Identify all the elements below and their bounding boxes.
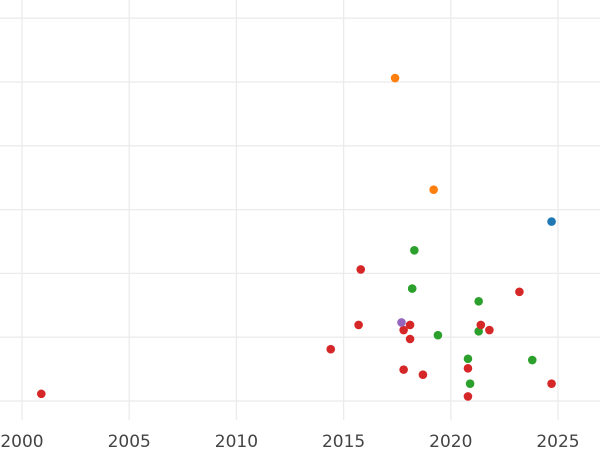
data-point bbox=[485, 325, 494, 335]
x-tick-label: 2015 bbox=[322, 432, 365, 450]
x-tick-label: 2005 bbox=[108, 432, 151, 450]
x-tick-label: 2000 bbox=[0, 432, 43, 450]
data-point bbox=[463, 364, 473, 373]
data-point bbox=[354, 320, 363, 330]
data-point bbox=[547, 379, 556, 388]
data-point bbox=[476, 320, 486, 330]
data-point bbox=[399, 325, 408, 335]
data-point bbox=[356, 265, 366, 274]
data-point bbox=[407, 284, 417, 293]
data-point bbox=[465, 379, 475, 388]
data-point bbox=[474, 297, 483, 306]
data-point bbox=[36, 389, 46, 399]
x-axis-ticks: 2000 2005 2010 2015 2020 2025 bbox=[0, 432, 579, 450]
data-point bbox=[547, 217, 556, 226]
data-point bbox=[390, 73, 400, 83]
data-points bbox=[36, 73, 556, 401]
x-tick-label: 2010 bbox=[215, 432, 258, 450]
data-point bbox=[515, 287, 524, 297]
data-point bbox=[397, 318, 406, 327]
data-point bbox=[429, 185, 438, 194]
data-point bbox=[399, 365, 408, 374]
data-point bbox=[405, 334, 415, 344]
data-point bbox=[527, 355, 537, 365]
data-point bbox=[433, 330, 443, 340]
data-point bbox=[410, 246, 419, 255]
data-point bbox=[463, 392, 473, 401]
data-point bbox=[405, 320, 415, 330]
x-tick-label: 2025 bbox=[536, 432, 579, 450]
grid bbox=[0, 0, 600, 420]
data-point bbox=[418, 370, 428, 380]
x-tick-label: 2020 bbox=[429, 432, 472, 450]
data-point bbox=[326, 344, 336, 354]
data-point bbox=[463, 354, 473, 364]
